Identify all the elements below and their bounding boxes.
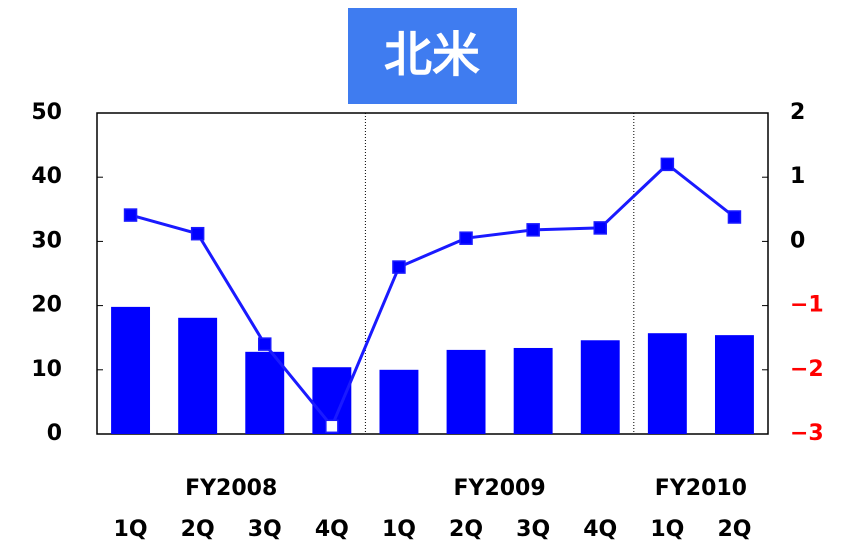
marker [190,226,205,241]
x-tick-label: 1Q [382,517,416,542]
x-tick-label: 3Q [516,517,550,542]
y2-tick-label: 1 [790,164,805,189]
bar [446,349,486,434]
y2-tick-label: −3 [790,421,824,446]
x-tick-label: 2Q [717,517,751,542]
line [130,162,736,430]
y-tick-label: 20 [31,293,62,318]
y-tick-label: 30 [31,228,62,253]
y-tick-label: 40 [31,164,62,189]
bar [111,306,151,434]
bar [379,369,419,434]
group-label: FY2009 [453,476,545,501]
bar [178,317,218,434]
x-tick-label: 2Q [181,517,215,542]
y-tick-label: 50 [31,100,62,125]
marker [123,208,138,222]
x-tick-label: 2Q [449,517,483,542]
y2-tick-label: 2 [790,100,805,125]
bar [647,333,687,434]
y-tick-label: 10 [31,357,62,382]
chart-title: 北米 [384,27,480,83]
marker [325,419,339,434]
group-label: FY2008 [185,476,277,501]
group-label: FY2010 [655,476,747,501]
y2-tick-label: 0 [790,228,805,253]
x-tick-label: 3Q [248,517,282,542]
bar [245,351,285,434]
bar [714,335,754,434]
x-tick-label: 4Q [583,517,617,542]
plot-frame [96,112,769,435]
marker [526,223,540,237]
bar [513,347,553,434]
marker [660,157,675,172]
marker [727,210,742,224]
marker [593,221,607,235]
x-tick-label: 4Q [315,517,349,542]
x-tick-label: 1Q [650,517,684,542]
y2-tick-label: −2 [790,357,824,382]
y2-tick-label: −1 [790,293,824,318]
marker [258,337,272,351]
x-tick-label: 1Q [114,517,148,542]
marker [459,231,473,245]
marker [392,260,406,274]
y-tick-label: 0 [47,421,62,446]
bar [580,340,620,434]
title-box [348,8,517,104]
